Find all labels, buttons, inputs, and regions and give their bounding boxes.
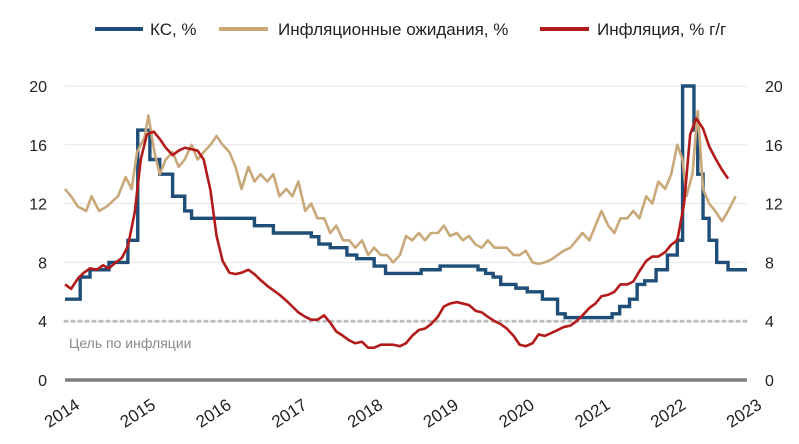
series-line-0 — [65, 84, 747, 320]
target-layer: Цель по инфляции — [63, 319, 749, 351]
x-tick-label: 2022 — [647, 395, 689, 432]
legend-layer: КС, % Инфляционные ожидания, % Инфляция, %… — [95, 20, 726, 39]
legend-item: Инфляционные ожидания, % — [219, 20, 508, 39]
legend-label: КС, % — [150, 20, 197, 39]
y-tick-label-right: 0 — [765, 373, 774, 390]
y-tick-label-right: 4 — [765, 314, 774, 331]
x-tick-label: 2019 — [420, 395, 462, 432]
y-tick-label-left: 0 — [38, 373, 47, 390]
x-tick-label: 2018 — [344, 395, 386, 432]
series-line-1 — [63, 109, 737, 266]
inflation-target-label: Цель по инфляции — [69, 335, 191, 351]
y-tick-label-right: 16 — [765, 138, 783, 155]
legend-label: Инфляционные ожидания, % — [278, 20, 508, 39]
x-tick-label: 2017 — [268, 395, 310, 432]
x-tick-label: 2021 — [571, 395, 613, 432]
series-layer — [63, 84, 747, 349]
x-tick-label: 2016 — [193, 395, 235, 432]
y-tick-label-right: 12 — [765, 197, 783, 214]
y-tick-label-left: 20 — [29, 79, 47, 96]
y-tick-label-left: 12 — [29, 197, 47, 214]
legend-item: КС, % — [95, 20, 197, 39]
x-tick-label: 2015 — [117, 395, 159, 432]
x-tick-label: 2020 — [496, 395, 538, 432]
y-tick-label-left: 8 — [38, 255, 47, 272]
y-tick-label-left: 16 — [29, 138, 47, 155]
y-tick-label-right: 8 — [765, 255, 774, 272]
x-tick-label: 2014 — [41, 395, 83, 432]
legend-label: Инфляция, % г/г — [597, 20, 726, 39]
x-tick-label: 2023 — [723, 395, 765, 432]
series-line-2 — [64, 117, 730, 349]
y-tick-label-left: 4 — [38, 314, 47, 331]
legend-item: Инфляция, % г/г — [540, 20, 726, 39]
y-tick-label-right: 20 — [765, 79, 783, 96]
